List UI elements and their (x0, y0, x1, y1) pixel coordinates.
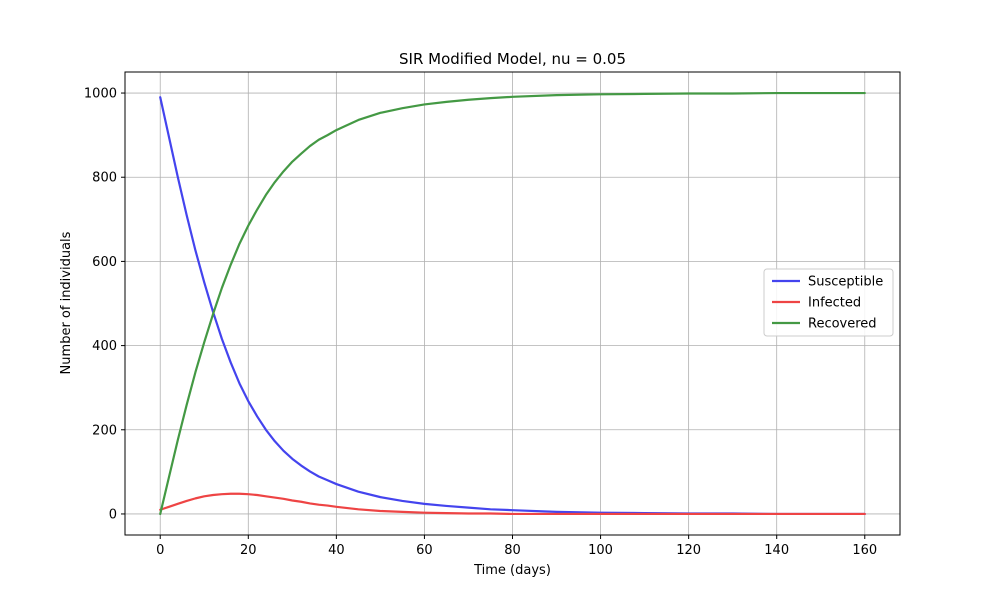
legend-box (763, 268, 894, 337)
series-lines (159, 91, 866, 516)
x-tick-label: 0 (156, 543, 164, 558)
legend: Susceptible Infected Recovered (763, 268, 894, 337)
x-tick-label: 80 (504, 543, 521, 558)
y-tick-label: 800 (92, 171, 117, 186)
x-tick-label: 40 (328, 543, 345, 558)
legend-label: Recovered (808, 317, 877, 332)
y-tick-label: 600 (92, 255, 117, 270)
x-axis-label: Time (days) (473, 563, 551, 578)
x-tick-label: 140 (764, 543, 789, 558)
y-tick-label: 400 (92, 339, 117, 354)
legend-label: Infected (808, 296, 861, 311)
y-tick-label: 200 (92, 423, 117, 438)
chart-title: SIR Modified Model, nu = 0.05 (399, 50, 626, 68)
y-tick-label: 0 (109, 507, 117, 522)
legend-label: Susceptible (808, 275, 883, 290)
x-tick-label: 120 (676, 543, 701, 558)
series-line-infected (159, 492, 866, 516)
axis-ticks: 0 20 40 60 80 100 120 140 160 0 200 400 600 800 1000 (84, 87, 877, 558)
x-tick-label: 100 (588, 543, 613, 558)
x-tick-label: 60 (416, 543, 433, 558)
x-tick-label: 20 (240, 543, 257, 558)
series-line-recovered (159, 91, 866, 516)
y-tick-label: 1000 (84, 87, 117, 102)
y-axis-label: Number of individuals (59, 231, 74, 374)
x-tick-label: 160 (852, 543, 877, 558)
